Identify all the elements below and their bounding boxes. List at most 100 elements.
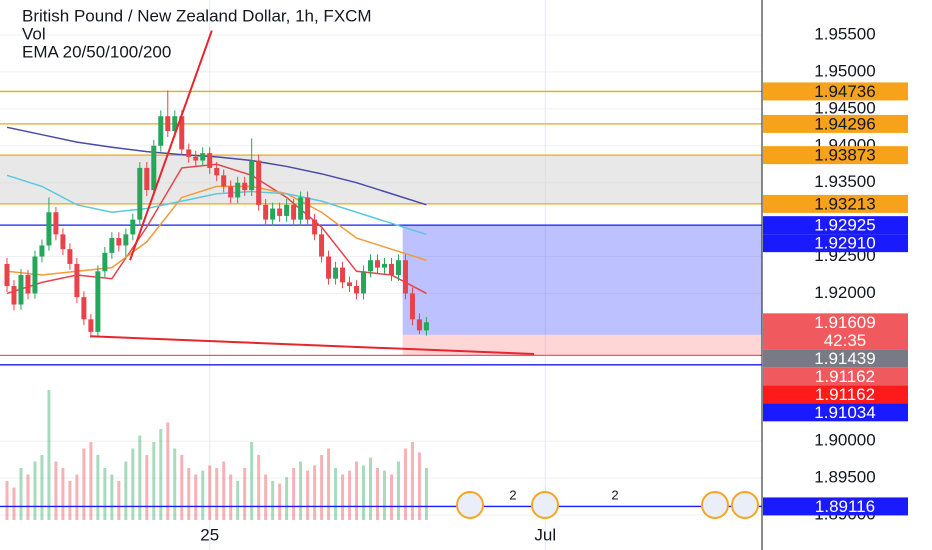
volume-bar <box>82 448 86 520</box>
volume-bar <box>110 474 114 520</box>
y-tick-label: 1.94500 <box>814 98 875 117</box>
ema-line <box>6 126 427 206</box>
candle-body <box>32 256 38 294</box>
candle-body <box>25 275 31 294</box>
price-label-box <box>763 497 908 516</box>
ema-line <box>6 174 427 236</box>
x-tick-label: 25 <box>200 525 219 544</box>
volume-bar <box>124 461 128 520</box>
candle-body <box>116 238 122 246</box>
y-tick-label: 1.89500 <box>814 468 875 487</box>
volume-bar <box>278 483 282 520</box>
trendline <box>129 30 213 261</box>
volume-bar <box>299 461 303 520</box>
candle-body <box>235 182 241 198</box>
candle-body <box>333 267 339 279</box>
candle-body <box>326 256 332 279</box>
candle-body <box>340 267 346 283</box>
volume-bar <box>5 481 9 520</box>
volume-bar <box>75 474 79 520</box>
volume-bar <box>96 455 100 520</box>
candle-body <box>284 204 290 216</box>
price-label: 1.91034 <box>814 403 875 422</box>
candle-body <box>193 156 199 161</box>
candle-body <box>74 263 80 298</box>
candle-body <box>165 116 171 132</box>
candle-body <box>381 263 387 268</box>
event-label: 2 <box>611 487 618 502</box>
volume-bar <box>33 461 37 520</box>
price-label: 1.94296 <box>814 114 875 133</box>
volume-bar <box>201 470 205 520</box>
candle-body <box>395 260 401 275</box>
candle-body <box>263 204 269 220</box>
volume-bar <box>117 481 121 520</box>
candle-body <box>375 260 381 268</box>
zone <box>0 155 762 204</box>
y-tick-label: 1.90000 <box>814 431 875 450</box>
candle-body <box>46 212 52 246</box>
volume-bar <box>152 442 156 520</box>
volume-bar <box>159 429 163 520</box>
volume-bar <box>40 455 44 520</box>
volume-bar <box>424 468 428 520</box>
volume-bar <box>417 452 421 520</box>
volume-bar <box>410 442 414 520</box>
volume-bar <box>369 457 373 520</box>
volume-bar <box>355 461 359 520</box>
price-label: 1.89116 <box>815 497 875 516</box>
price-label: 1.93213 <box>814 194 875 213</box>
candle-body <box>4 263 10 287</box>
volume-bar <box>320 455 324 520</box>
price-label: 1.92910 <box>814 234 875 253</box>
candle-body <box>221 175 227 187</box>
price-label-box <box>763 82 908 101</box>
candle-body <box>151 145 157 191</box>
candle-body <box>270 208 276 220</box>
event-label: 2 <box>509 487 516 502</box>
x-tick-label: Jul <box>534 525 556 544</box>
position-profit <box>402 225 762 335</box>
volume-bar <box>89 442 93 520</box>
price-label: 1.91162 <box>815 385 875 404</box>
volume-bar <box>285 477 289 520</box>
y-tick-label: 1.95500 <box>814 24 875 43</box>
candle-body <box>95 271 101 332</box>
candle-body <box>186 149 192 157</box>
candle-body <box>305 197 311 220</box>
candle-body <box>39 245 45 257</box>
plot <box>0 0 762 550</box>
price-label-box <box>763 114 908 133</box>
volume-bar <box>187 468 191 520</box>
volume-bar <box>173 448 177 520</box>
candle-body <box>179 116 185 150</box>
candle-body <box>388 263 394 275</box>
volume-bar <box>222 461 226 520</box>
candle-body <box>109 238 115 253</box>
volume-bar <box>236 481 240 520</box>
volume-bar <box>26 474 30 520</box>
candle-body <box>312 219 318 235</box>
volume-bar <box>292 468 296 520</box>
volume-bar <box>243 468 247 520</box>
candle-body <box>416 319 422 331</box>
candle-body <box>319 234 325 257</box>
price-label: 1.93873 <box>814 146 875 165</box>
volume-bar <box>376 468 380 520</box>
candle-body <box>144 167 150 191</box>
volume-bar <box>403 448 407 520</box>
price-label: 1.91609 <box>814 313 875 332</box>
volume-bar <box>12 487 16 520</box>
candle-body <box>354 286 360 294</box>
indicator-label: EMA 20/50/100/200 <box>22 42 171 61</box>
candle-body <box>277 208 283 216</box>
volume-bar <box>257 455 261 520</box>
candle-body <box>137 167 143 220</box>
y-tick-label: 1.95000 <box>814 61 875 80</box>
candle-body <box>228 186 234 198</box>
candle-body <box>368 260 374 272</box>
price-label-box <box>763 385 908 404</box>
volume-bar <box>194 474 198 520</box>
volume-bar <box>334 468 338 520</box>
